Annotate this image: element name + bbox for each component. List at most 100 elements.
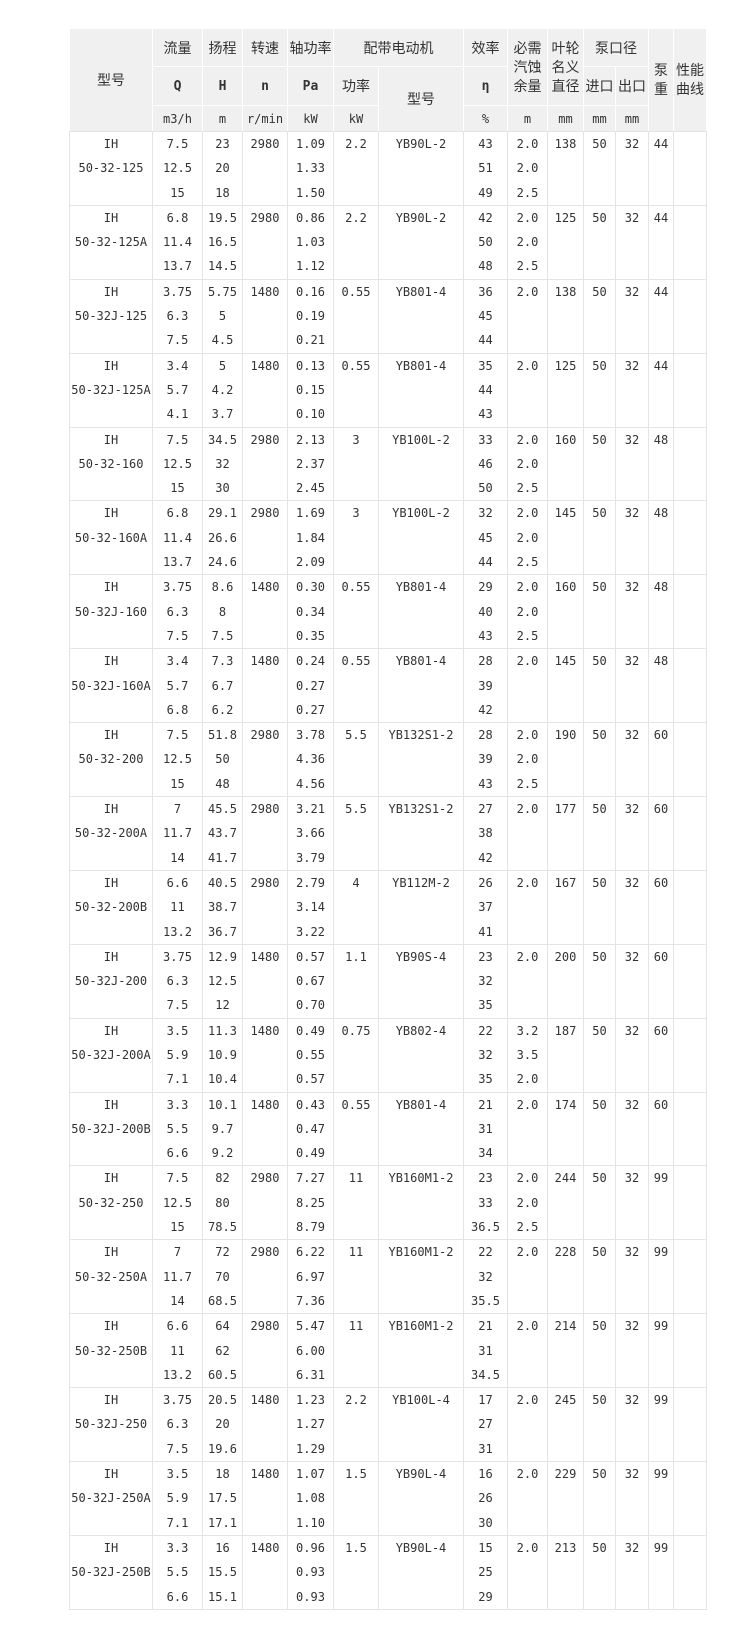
table-row: IH 50-32J-250 3.75 6.3 7.5 20.5 20 19.6 1480 1.… xyxy=(69,1387,707,1463)
cell-motor-model: YB132S1-2 xyxy=(378,796,464,871)
col-header-port: 泵口径 xyxy=(583,28,649,67)
cell-npsh: 2.0 xyxy=(507,1461,548,1536)
cell-inlet: 50 xyxy=(583,1165,616,1241)
cell-motor-power: 2.2 xyxy=(333,1387,379,1463)
cell-impeller: 160 xyxy=(547,574,584,650)
cell-speed: 1480 xyxy=(242,1534,288,1610)
cell-speed: 2980 xyxy=(242,1313,288,1389)
cell-weight: 99 xyxy=(648,1387,674,1463)
cell-weight: 48 xyxy=(648,648,674,724)
cell-motor-power: 0.55 xyxy=(333,278,379,354)
cell-motor-model: YB801-4 xyxy=(378,1091,464,1167)
cell-speed: 1480 xyxy=(242,1017,288,1093)
cell-impeller: 145 xyxy=(547,500,584,576)
cell-curve xyxy=(673,869,707,945)
cell-npsh: 2.0 xyxy=(507,1534,548,1610)
cell-flow: 3.75 6.3 7.5 xyxy=(152,943,203,1019)
cell-impeller: 138 xyxy=(547,278,584,354)
cell-model: IH 50-32-250A xyxy=(69,1239,153,1315)
cell-model: IH 50-32J-250A xyxy=(69,1461,153,1536)
table-row: IH 50-32J-125A 3.4 5.7 4.1 5 4.2 3.7 1480 0.13 0… xyxy=(69,352,707,428)
cell-impeller: 138 xyxy=(547,131,584,206)
cell-shaft-power: 1.07 1.08 1.10 xyxy=(287,1461,334,1536)
cell-shaft-power: 1.23 1.27 1.29 xyxy=(287,1387,334,1463)
cell-inlet: 50 xyxy=(583,131,616,206)
table-row: IH 50-32-200B 6.6 11 13.2 40.5 38.7 36.7 2980 2… xyxy=(69,869,707,945)
cell-npsh: 2.0 xyxy=(507,648,548,724)
cell-npsh: 2.0 xyxy=(507,796,548,871)
cell-flow: 6.6 11 13.2 xyxy=(152,869,203,945)
cell-curve xyxy=(673,204,707,280)
cell-motor-model: YB802-4 xyxy=(378,1017,464,1093)
col-header-flow: 流量 xyxy=(152,28,203,67)
cell-flow: 3.75 6.3 7.5 xyxy=(152,1387,203,1463)
cell-head: 23 20 18 xyxy=(202,131,243,206)
cell-inlet: 50 xyxy=(583,1239,616,1315)
unit-speed: r/min xyxy=(242,105,288,132)
cell-flow: 3.75 6.3 7.5 xyxy=(152,278,203,354)
cell-motor-model: YB160M1-2 xyxy=(378,1239,464,1315)
cell-model: IH 50-32-250 xyxy=(69,1165,153,1241)
cell-head: 5.75 5 4.5 xyxy=(202,278,243,354)
cell-inlet: 50 xyxy=(583,1461,616,1536)
cell-motor-model: YB132S1-2 xyxy=(378,722,464,798)
cell-curve xyxy=(673,1461,707,1536)
cell-weight: 99 xyxy=(648,1239,674,1315)
unit-efficiency: % xyxy=(463,105,508,132)
cell-weight: 99 xyxy=(648,1461,674,1536)
cell-curve xyxy=(673,574,707,650)
cell-weight: 60 xyxy=(648,1091,674,1167)
cell-shaft-power: 0.57 0.67 0.70 xyxy=(287,943,334,1019)
cell-motor-power: 1.5 xyxy=(333,1534,379,1610)
cell-curve xyxy=(673,648,707,724)
cell-motor-model: YB90S-4 xyxy=(378,943,464,1019)
cell-efficiency: 28 39 43 xyxy=(463,722,508,798)
cell-inlet: 50 xyxy=(583,943,616,1019)
cell-impeller: 244 xyxy=(547,1165,584,1241)
col-header-model: 型号 xyxy=(69,28,153,132)
cell-efficiency: 29 40 43 xyxy=(463,574,508,650)
header-row-labels: 型号 流量 扬程 转速 轴功率 配带电动机 效率 必需 汽蚀 余量 叶轮 名义 … xyxy=(69,28,707,132)
cell-motor-model: YB160M1-2 xyxy=(378,1313,464,1389)
cell-weight: 60 xyxy=(648,869,674,945)
cell-shaft-power: 6.22 6.97 7.36 xyxy=(287,1239,334,1315)
col-header-head: 扬程 xyxy=(202,28,243,67)
table-header: 型号 流量 扬程 转速 轴功率 配带电动机 效率 必需 汽蚀 余量 叶轮 名义 … xyxy=(69,28,707,132)
header-row-symbols: Q H n Pa 功率 型号 η 进口 出口 xyxy=(70,66,707,132)
cell-shaft-power: 1.09 1.33 1.50 xyxy=(287,131,334,206)
col-header-motor-power: 功率 xyxy=(333,66,379,106)
col-header-outlet: 出口 xyxy=(615,66,649,106)
cell-head: 20.5 20 19.6 xyxy=(202,1387,243,1463)
cell-weight: 48 xyxy=(648,574,674,650)
cell-speed: 1480 xyxy=(242,648,288,724)
cell-curve xyxy=(673,131,707,206)
cell-motor-model: YB112M-2 xyxy=(378,869,464,945)
cell-flow: 3.3 5.5 6.6 xyxy=(152,1091,203,1167)
cell-efficiency: 17 27 31 xyxy=(463,1387,508,1463)
table-row: IH 50-32-200A 7 11.7 14 45.5 43.7 41.7 2980 3.2… xyxy=(69,796,707,871)
cell-motor-model: YB100L-4 xyxy=(378,1387,464,1463)
cell-speed: 2980 xyxy=(242,869,288,945)
cell-flow: 3.3 5.5 6.6 xyxy=(152,1534,203,1610)
cell-motor-model: YB100L-2 xyxy=(378,500,464,576)
cell-speed: 1480 xyxy=(242,1461,288,1536)
cell-model: IH 50-32-160 xyxy=(69,426,153,502)
cell-model: IH 50-32J-160A xyxy=(69,648,153,724)
cell-efficiency: 21 31 34 xyxy=(463,1091,508,1167)
cell-shaft-power: 0.13 0.15 0.10 xyxy=(287,352,334,428)
cell-npsh: 2.0 xyxy=(507,1313,548,1389)
cell-head: 12.9 12.5 12 xyxy=(202,943,243,1019)
table-row: IH 50-32J-200B 3.3 5.5 6.6 10.1 9.7 9.2 1480 0.… xyxy=(69,1091,707,1167)
cell-curve xyxy=(673,278,707,354)
cell-impeller: 187 xyxy=(547,1017,584,1093)
cell-impeller: 190 xyxy=(547,722,584,798)
cell-npsh: 2.0 xyxy=(507,1091,548,1167)
cell-outlet: 32 xyxy=(615,204,649,280)
cell-model: IH 50-32J-160 xyxy=(69,574,153,650)
cell-npsh: 2.0 xyxy=(507,1387,548,1463)
table-row: IH 50-32-250B 6.6 11 13.2 64 62 60.5 2980 5.47 6… xyxy=(69,1313,707,1389)
cell-motor-power: 3 xyxy=(333,426,379,502)
cell-model: IH 50-32J-250B xyxy=(69,1534,153,1610)
table-row: IH 50-32-125A 6.8 11.4 13.7 19.5 16.5 14.5 2980… xyxy=(69,204,707,280)
cell-outlet: 32 xyxy=(615,278,649,354)
